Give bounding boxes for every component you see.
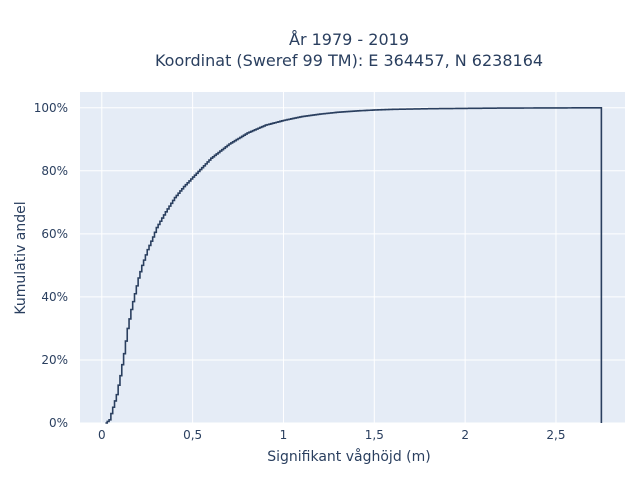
y-axis-label: Kumulativ andel: [13, 201, 29, 314]
y-tick-label: 60%: [41, 227, 68, 241]
x-tick-labels: 0 0,5 1 1,5 2 2,5: [98, 428, 566, 442]
chart-title-line-2: Koordinat (Sweref 99 TM): E 364457, N 62…: [155, 51, 543, 70]
x-tick-label: 2,5: [546, 428, 565, 442]
plot-background: [80, 92, 625, 423]
y-tick-labels: 0% 20% 40% 60% 80% 100%: [34, 101, 68, 430]
x-tick-label: 2: [461, 428, 469, 442]
x-tick-label: 1: [280, 428, 288, 442]
grid-lines: [80, 92, 625, 424]
x-tick-label: 0: [98, 428, 106, 442]
y-tick-label: 40%: [41, 290, 68, 304]
y-tick-label: 80%: [41, 164, 68, 178]
x-axis-label: Signifikant våghöjd (m): [267, 448, 430, 465]
y-tick-label: 0%: [49, 416, 68, 430]
series-layer: [105, 106, 603, 424]
chart-title-line-1: År 1979 - 2019: [289, 30, 409, 49]
y-tick-label: 100%: [34, 101, 68, 115]
ecdf-step-line: [105, 106, 603, 424]
x-tick-label: 0,5: [183, 428, 202, 442]
y-tick-label: 20%: [41, 353, 68, 367]
x-tick-label: 1,5: [365, 428, 384, 442]
